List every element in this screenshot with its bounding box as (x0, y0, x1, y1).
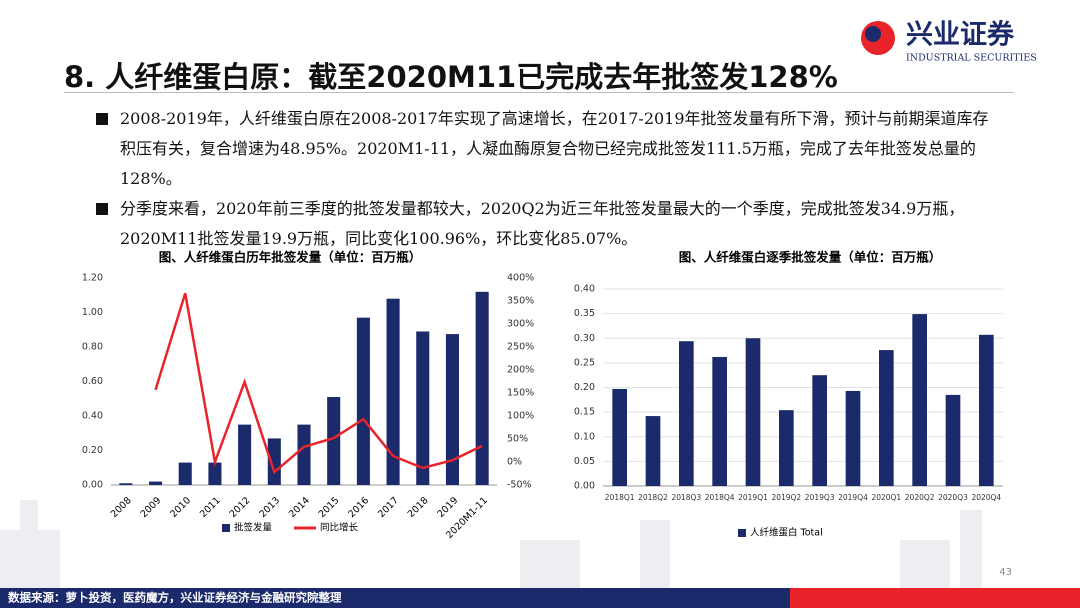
logo-subtext: INDUSTRIAL SECURITIES (906, 53, 1037, 64)
bar (445, 334, 459, 485)
bar (475, 291, 489, 485)
bar (149, 481, 163, 485)
x-tick-label: 2018Q4 (705, 493, 735, 502)
x-tick-label: 2013 (257, 495, 282, 520)
y-tick-label: 0.20 (574, 382, 595, 393)
bar (356, 317, 370, 485)
y2-tick-label: 400% (507, 273, 534, 284)
chart-title: 图、人纤维蛋白历年批签发量（单位：百万瓶） (159, 250, 422, 265)
x-tick-label: 2020Q3 (938, 493, 968, 502)
logo-text: 兴业证券 (906, 19, 1015, 51)
bar (945, 394, 961, 486)
x-tick-label: 2018Q3 (671, 493, 701, 502)
bullet: 2008-2019年，人纤维蛋白原在2008-2017年实现了高速增长，在201… (96, 104, 1001, 194)
x-tick-label: 2011 (198, 495, 223, 520)
x-tick-label: 2009 (139, 495, 164, 520)
x-tick-label: 2020Q1 (871, 493, 901, 502)
y2-tick-label: 0% (507, 457, 522, 468)
y2-tick-label: 350% (507, 296, 534, 307)
bar (612, 388, 627, 486)
y2-tick-label: 250% (507, 342, 534, 353)
bar (679, 341, 694, 486)
y2-tick-label: 200% (507, 365, 534, 376)
x-tick-label: 2018 (406, 495, 431, 520)
y-tick-label: 1.00 (82, 307, 103, 318)
y-tick-label: 0.00 (82, 480, 103, 491)
y-tick-label: 0.15 (574, 407, 595, 418)
chart-title: 图、人纤维蛋白逐季批签发量（单位：百万瓶） (679, 250, 942, 265)
y-tick-label: 0.40 (574, 284, 595, 295)
bar (845, 390, 861, 486)
bar (386, 298, 400, 485)
page-number: 43 (999, 567, 1012, 578)
y-tick-label: 0.35 (574, 308, 595, 319)
bar (119, 483, 133, 485)
bar (238, 424, 252, 485)
y-tick-label: 0.60 (82, 376, 103, 387)
bar (745, 338, 761, 486)
bar (779, 410, 794, 486)
y-tick-label: 0.30 (574, 333, 595, 344)
x-tick-label: 2010 (168, 495, 193, 520)
bar (297, 424, 311, 485)
legend-label: 同比增长 (320, 522, 359, 534)
x-tick-label: 2018Q1 (605, 493, 635, 502)
bar (267, 438, 281, 485)
x-tick-label: 2020Q4 (971, 493, 1001, 502)
bar (812, 375, 827, 486)
slide-title: 8. 人纤维蛋白原：截至2020M11已完成去年批签发128% (64, 60, 838, 94)
bullets: 2008-2019年，人纤维蛋白原在2008-2017年实现了高速增长，在201… (96, 104, 1001, 254)
x-tick-label: 2014 (287, 495, 312, 520)
x-tick-label: 2019Q4 (838, 493, 868, 502)
x-tick-label: 2008 (109, 495, 134, 520)
skyline (0, 500, 982, 588)
y-tick-label: 0.05 (574, 456, 595, 467)
bar (178, 462, 192, 485)
y2-tick-label: 50% (507, 434, 528, 445)
legend-swatch (738, 529, 746, 537)
y-tick-label: 1.20 (82, 273, 103, 284)
x-tick-label: 2019Q3 (805, 493, 835, 502)
y-tick-label: 0.00 (574, 481, 595, 492)
y2-tick-label: 150% (507, 388, 534, 399)
footer-source: 数据来源：萝卜投资，医药魔方，兴业证券经济与金融研究院整理 (8, 591, 342, 605)
x-tick-label: 2019 (435, 495, 460, 520)
line-series (154, 292, 483, 475)
x-tick-label: 2015 (317, 495, 342, 520)
y-tick-label: 0.25 (574, 357, 595, 368)
bar (416, 331, 430, 485)
x-tick-label: 2019Q2 (771, 493, 801, 502)
x-tick-label: 2020Q2 (905, 493, 935, 502)
bar (979, 334, 994, 486)
bar (327, 397, 341, 485)
x-tick-label: 2018Q2 (638, 493, 668, 502)
x-tick-label: 2012 (228, 495, 253, 520)
x-tick-label: 2017 (376, 495, 401, 520)
y-tick-label: 0.20 (82, 445, 103, 456)
y2-tick-label: -50% (507, 480, 532, 491)
footer-bar (0, 588, 790, 608)
footer-bar (790, 588, 1080, 608)
title-rule (64, 92, 1014, 93)
x-tick-label: 2016 (346, 495, 371, 520)
y2-tick-label: 300% (507, 319, 534, 330)
y-tick-label: 0.80 (82, 342, 103, 353)
bar (712, 356, 727, 486)
legend-label: 人纤维蛋白 Total (750, 527, 823, 539)
bar (208, 462, 222, 485)
bullet: 分季度来看，2020年前三季度的批签发量都较大，2020Q2为近三年批签发量最大… (96, 194, 1001, 254)
legend-swatch (222, 524, 230, 532)
logo-mark (865, 26, 881, 42)
y-tick-label: 0.40 (82, 411, 103, 422)
y-tick-label: 0.10 (574, 431, 595, 442)
y2-tick-label: 100% (507, 411, 534, 422)
legend-label: 批签发量 (234, 522, 273, 534)
bar (912, 314, 927, 486)
bar (879, 350, 894, 486)
x-tick-label: 2019Q1 (738, 493, 768, 502)
bar (645, 416, 661, 486)
